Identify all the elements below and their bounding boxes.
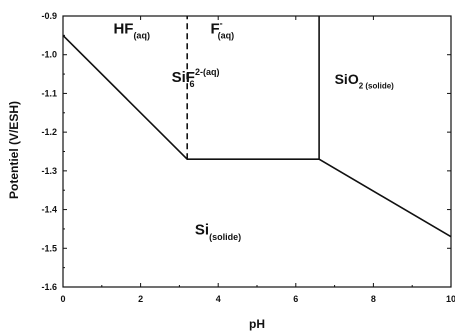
boundary-line-1 <box>62 34 452 238</box>
x-tick-label: 4 <box>216 294 221 304</box>
region-label: Si(solide) <box>195 222 241 242</box>
x-tick-label: 10 <box>446 294 455 304</box>
region-labels: HF(aq) F-(aq) SiF2-(aq) 6 SiO2 (solide) Si(so… <box>113 19 394 242</box>
y-tick-label: -1.5 <box>41 243 57 253</box>
x-tick-label: 0 <box>60 294 65 304</box>
x-tick-label: 6 <box>293 294 298 304</box>
axes-group: 0 2 4 6 8 10 -1.6 -1.5 -1.4 -1.3 -1.2 -1.1 -1.0 -0.9 <box>41 11 455 304</box>
y-tick-label: -1.1 <box>41 88 57 98</box>
region-label: F-(aq) <box>210 19 234 41</box>
y-axis-label: Potentiel (V/ESH) <box>7 101 21 199</box>
region-label: SiO2 (solide) <box>335 71 395 91</box>
x-tick-label: 8 <box>371 294 376 304</box>
plot-frame <box>62 15 452 288</box>
x-tick-label: 2 <box>138 294 143 304</box>
y-tick-label: -1.4 <box>41 205 57 215</box>
y-tick-label: -1.2 <box>41 127 57 137</box>
y-tick-label: -1.0 <box>41 50 57 60</box>
x-axis-label: pH <box>249 317 265 331</box>
region-label: SiF2-(aq) 6 <box>172 67 220 89</box>
y-tick-label: -0.9 <box>41 11 57 21</box>
y-tick-label: -1.3 <box>41 166 57 176</box>
region-label: HF(aq) <box>113 20 150 40</box>
boundary-lines <box>62 16 452 238</box>
y-tick-label: -1.6 <box>41 282 57 292</box>
